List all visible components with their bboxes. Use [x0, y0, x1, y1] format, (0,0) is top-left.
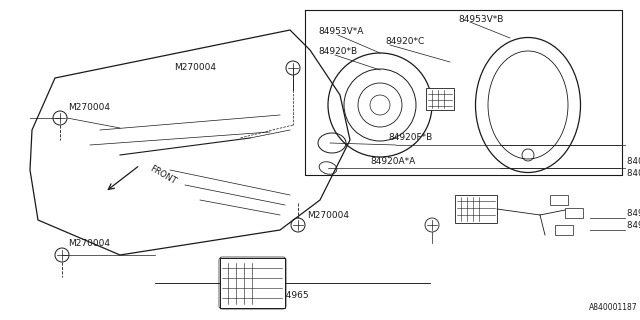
Text: M270004: M270004	[174, 63, 216, 73]
Bar	[455, 195, 497, 223]
Bar	[220, 258, 285, 308]
Text: 84001B <LH>: 84001B <LH>	[627, 170, 640, 179]
Text: 84920*C: 84920*C	[385, 37, 424, 46]
Text: 84912  <RH>: 84912 <RH>	[627, 209, 640, 218]
Text: M270004: M270004	[68, 239, 110, 249]
Bar	[550, 195, 568, 205]
Text: 84965: 84965	[281, 291, 309, 300]
Text: M270004: M270004	[68, 102, 110, 111]
Text: 84001A <RH>: 84001A <RH>	[627, 157, 640, 166]
Text: 84920A*A: 84920A*A	[370, 157, 415, 166]
Text: 84912A <LH>: 84912A <LH>	[627, 220, 640, 229]
Bar	[555, 225, 573, 235]
Bar	[565, 208, 583, 218]
Text: 84920F*B: 84920F*B	[388, 133, 432, 142]
Text: 84920*B: 84920*B	[318, 47, 357, 57]
Bar	[426, 88, 454, 110]
Text: A840001187: A840001187	[589, 303, 638, 312]
Text: 84953V*A: 84953V*A	[318, 28, 364, 36]
Text: 84953V*B: 84953V*B	[458, 15, 504, 25]
Text: FRONT: FRONT	[148, 164, 177, 186]
Text: M270004: M270004	[307, 211, 349, 220]
